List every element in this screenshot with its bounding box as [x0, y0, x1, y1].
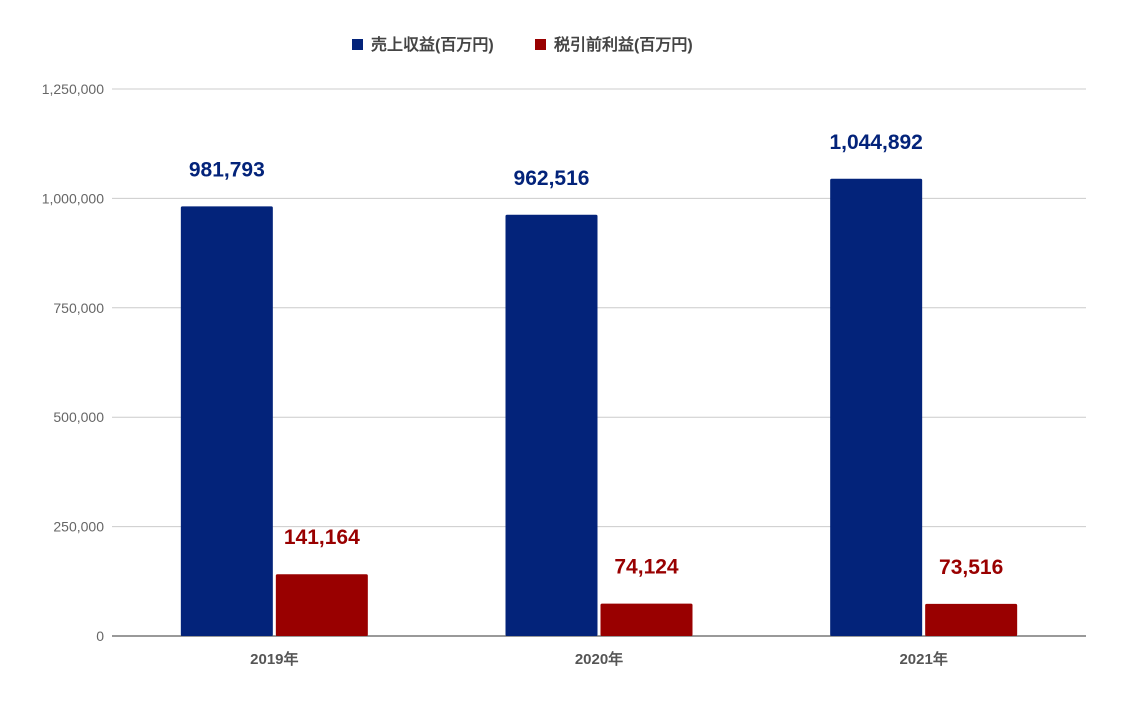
legend: 売上収益(百万円) 税引前利益(百万円) [352, 35, 693, 54]
gridlines [112, 88, 1086, 637]
legend-swatch-revenue [352, 39, 363, 50]
data-label-pretax-profit: 73,516 [939, 556, 1003, 579]
y-axis-ticks: 0 250,000 500,000 750,000 1,000,000 1,250,000 [42, 81, 105, 644]
x-axis-ticks: 2019年 2020年 2021年 [250, 650, 948, 668]
bar-pretax-profit-0 [275, 574, 368, 636]
bar-pretax-profit-1 [600, 603, 693, 636]
y-tick-label: 1,000,000 [42, 190, 104, 206]
data-label-revenue: 962,516 [514, 167, 590, 190]
data-label-pretax-profit: 141,164 [284, 526, 360, 549]
bar-revenue-2 [830, 178, 923, 637]
bars [180, 178, 1018, 637]
bar-revenue-0 [180, 206, 273, 637]
x-tick-label: 2020年 [575, 650, 623, 668]
legend-label-pretax-profit: 税引前利益(百万円) [554, 35, 693, 54]
data-labels: 981,793 141,164 962,516 74,124 1,044,892 73,5… [189, 131, 1003, 579]
legend-swatch-pretax-profit [535, 39, 546, 50]
x-tick-label: 2019年 [250, 650, 298, 668]
bar-pretax-profit-2 [925, 603, 1018, 636]
bar-revenue-1 [505, 214, 598, 637]
y-tick-label: 500,000 [53, 409, 104, 425]
data-label-revenue: 981,793 [189, 158, 265, 181]
y-tick-label: 750,000 [53, 300, 104, 316]
legend-label-revenue: 売上収益(百万円) [371, 35, 494, 54]
data-label-pretax-profit: 74,124 [614, 556, 679, 579]
y-tick-label: 1,250,000 [42, 81, 104, 97]
data-label-revenue: 1,044,892 [829, 131, 922, 154]
x-tick-label: 2021年 [899, 650, 947, 668]
y-tick-label: 250,000 [53, 519, 104, 535]
y-tick-label: 0 [96, 628, 104, 644]
